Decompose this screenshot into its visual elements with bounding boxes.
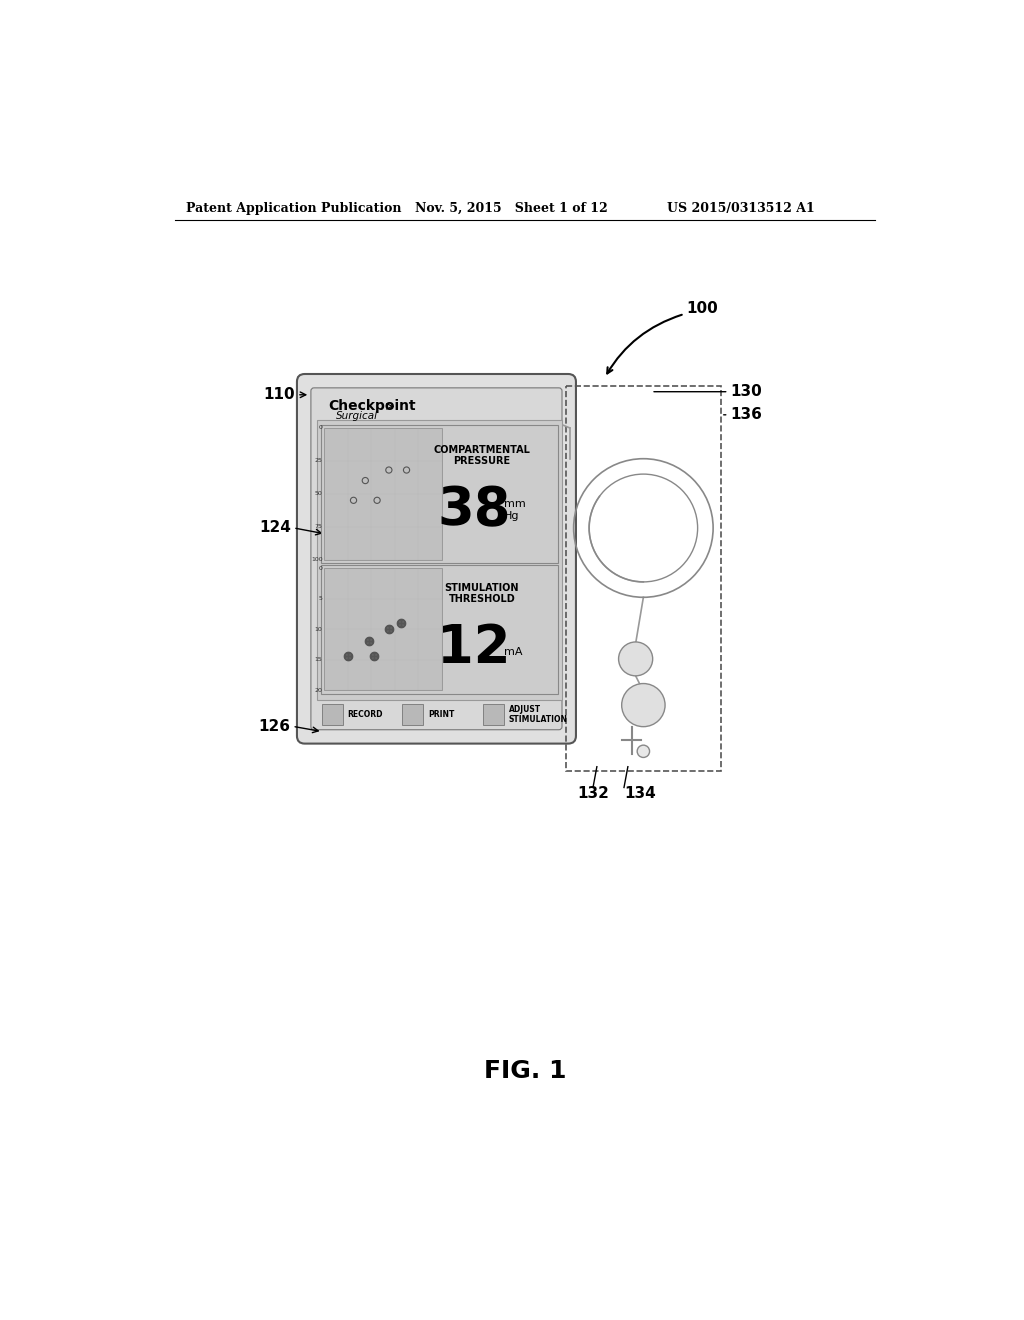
Text: Hg: Hg bbox=[504, 511, 519, 521]
Circle shape bbox=[618, 642, 652, 676]
Text: 38: 38 bbox=[437, 484, 511, 536]
Bar bbox=[483, 705, 504, 725]
Text: mm: mm bbox=[504, 499, 525, 510]
Text: 100: 100 bbox=[686, 301, 718, 315]
Text: 12: 12 bbox=[437, 622, 511, 675]
Text: 124: 124 bbox=[259, 520, 291, 536]
Text: 0: 0 bbox=[318, 425, 323, 430]
Text: Patent Application Publication: Patent Application Publication bbox=[186, 202, 401, 215]
Text: 110: 110 bbox=[263, 387, 295, 403]
Text: 75: 75 bbox=[314, 524, 323, 529]
Text: 20: 20 bbox=[314, 688, 323, 693]
Circle shape bbox=[622, 684, 665, 726]
FancyBboxPatch shape bbox=[321, 565, 558, 693]
Circle shape bbox=[637, 744, 649, 758]
FancyBboxPatch shape bbox=[297, 374, 575, 743]
Text: 50: 50 bbox=[314, 491, 323, 496]
Text: 126: 126 bbox=[259, 719, 291, 734]
Bar bbox=[324, 568, 442, 690]
Bar bbox=[566, 385, 721, 771]
FancyBboxPatch shape bbox=[311, 388, 562, 730]
Text: 25: 25 bbox=[314, 458, 323, 463]
Bar bbox=[324, 428, 442, 560]
Text: 134: 134 bbox=[624, 787, 655, 801]
Text: 130: 130 bbox=[730, 384, 762, 399]
Bar bbox=[322, 705, 343, 725]
Text: Nov. 5, 2015   Sheet 1 of 12: Nov. 5, 2015 Sheet 1 of 12 bbox=[415, 202, 607, 215]
Text: US 2015/0313512 A1: US 2015/0313512 A1 bbox=[667, 202, 814, 215]
Text: 5: 5 bbox=[318, 597, 323, 601]
Text: Surgical: Surgical bbox=[336, 412, 378, 421]
Text: 10: 10 bbox=[314, 627, 323, 632]
FancyBboxPatch shape bbox=[317, 420, 562, 701]
Text: ADJUST
STIMULATION: ADJUST STIMULATION bbox=[509, 705, 567, 725]
Text: 132: 132 bbox=[578, 787, 609, 801]
FancyBboxPatch shape bbox=[321, 425, 558, 562]
Text: PRINT: PRINT bbox=[428, 710, 455, 719]
Text: STIMULATION
THRESHOLD: STIMULATION THRESHOLD bbox=[444, 583, 519, 605]
Text: FIG. 1: FIG. 1 bbox=[483, 1059, 566, 1082]
Text: mA: mA bbox=[504, 647, 522, 657]
Text: 15: 15 bbox=[314, 657, 323, 663]
Text: 0: 0 bbox=[318, 565, 323, 570]
Text: Checkpoint: Checkpoint bbox=[328, 400, 416, 413]
Text: COMPARTMENTAL
PRESSURE: COMPARTMENTAL PRESSURE bbox=[433, 445, 530, 466]
Text: RECORD: RECORD bbox=[347, 710, 383, 719]
Text: 100: 100 bbox=[311, 557, 323, 562]
Bar bbox=[402, 705, 423, 725]
Text: 136: 136 bbox=[730, 408, 762, 422]
